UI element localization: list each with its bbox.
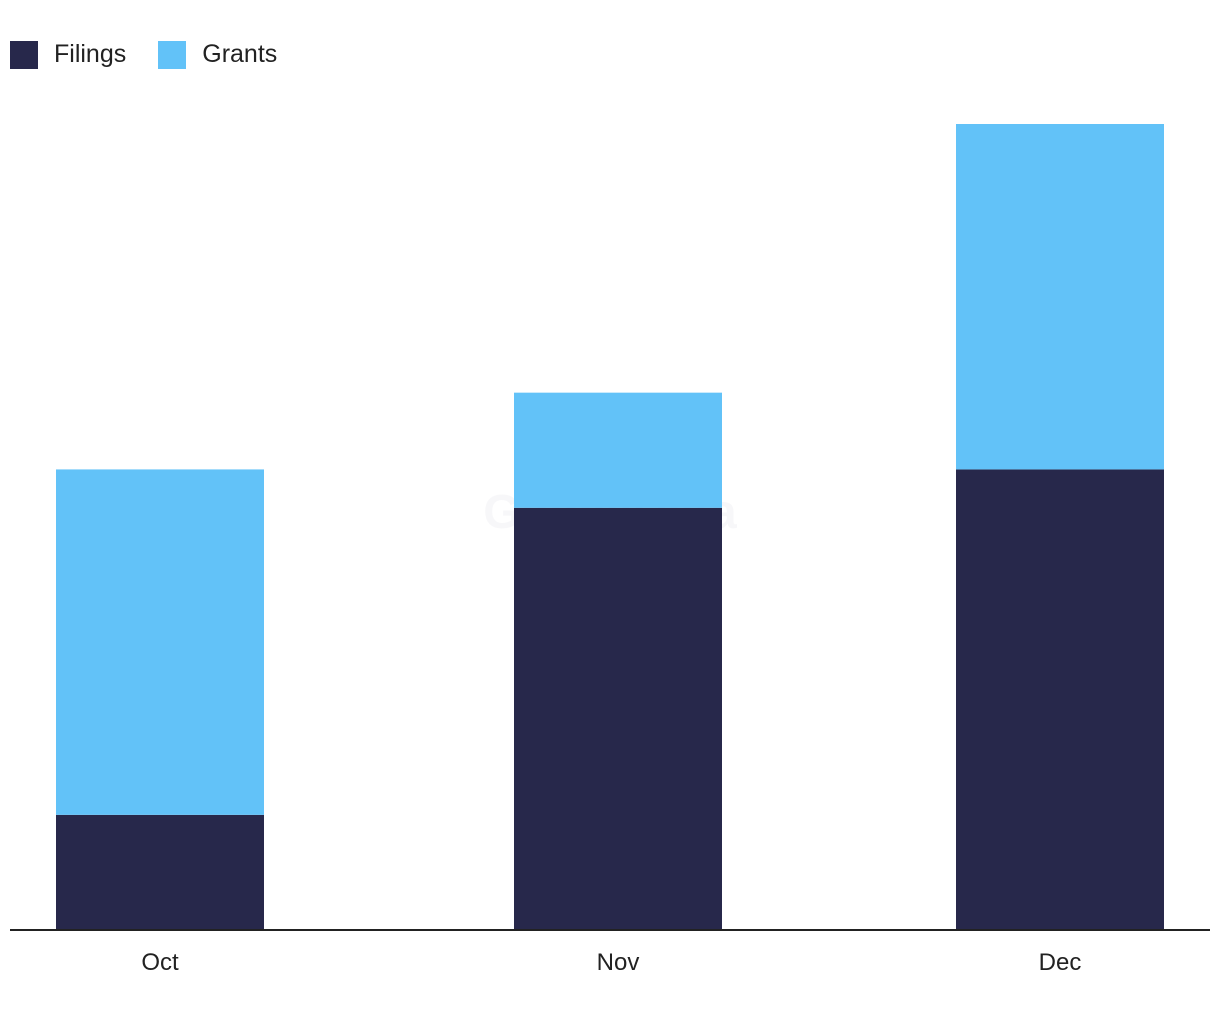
- bar-filings-dec: [956, 469, 1164, 930]
- x-tick-label-nov: Nov: [597, 949, 640, 976]
- bar-filings-oct: [56, 814, 264, 930]
- bar-filings-nov: [514, 507, 722, 930]
- legend-swatch-filings: [10, 40, 38, 69]
- bar-grants-nov: [514, 392, 722, 508]
- legend-item-filings: Filings: [10, 40, 126, 69]
- x-tick-label-dec: Dec: [1039, 949, 1082, 976]
- bar-grants-dec: [956, 124, 1164, 470]
- x-tick-label-oct: Oct: [141, 949, 179, 976]
- legend-swatch-grants: [158, 40, 187, 69]
- legend-label-grants: Grants: [202, 40, 278, 68]
- legend: Filings Grants: [10, 40, 277, 69]
- legend-label-filings: Filings: [54, 40, 127, 68]
- legend-item-grants: Grants: [158, 40, 277, 69]
- bar-grants-oct: [56, 469, 264, 815]
